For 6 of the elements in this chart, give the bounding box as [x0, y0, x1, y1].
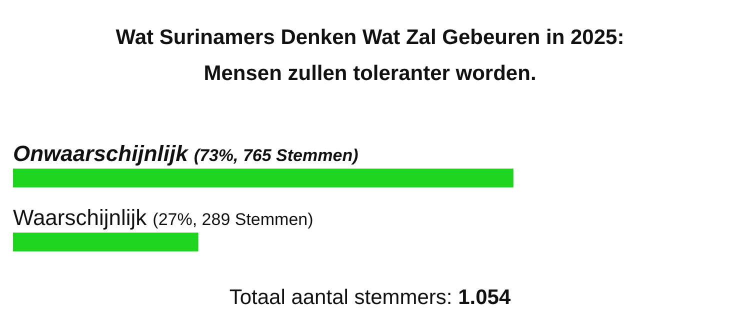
chart-title: Wat Surinamers Denken Wat Zal Gebeuren in 2025: Mensen zullen toleranter worden. — [114, 25, 626, 87]
text: Totaal aantal stemmers: 1.054 — [228, 286, 512, 310]
data-label: (73%, 765 Stemmen) — [194, 146, 359, 165]
y-tick-label: Onwaarschijnlijk — [13, 141, 190, 166]
y-tick-label: Waarschijnlijk — [13, 205, 148, 230]
data-label: (27%, 289 Stemmen) — [152, 210, 314, 229]
